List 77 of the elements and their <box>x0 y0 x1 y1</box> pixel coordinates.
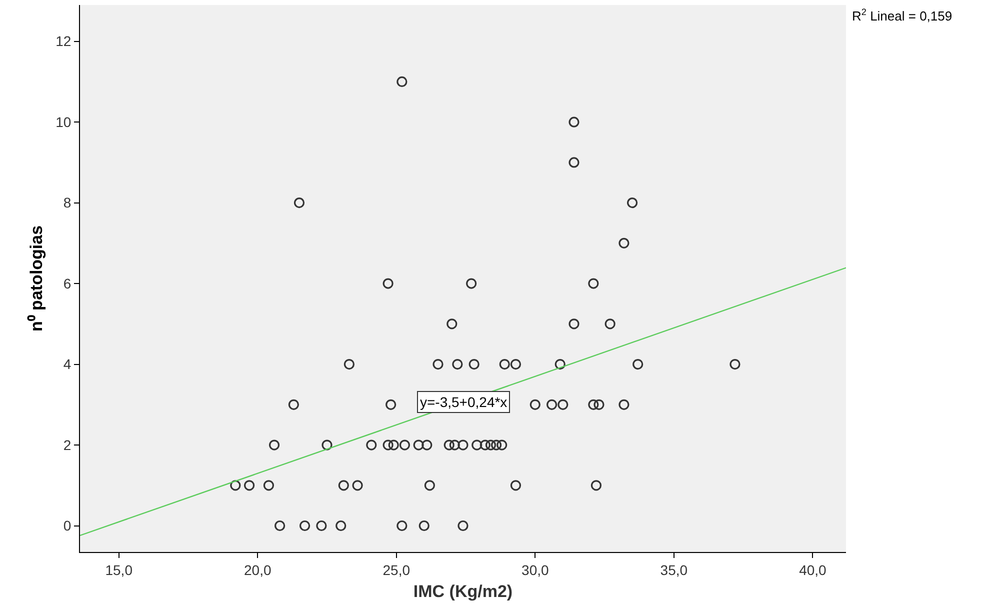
point <box>294 198 305 208</box>
point <box>491 440 502 450</box>
point <box>452 358 463 370</box>
point <box>499 358 510 370</box>
text: R$^{2}$ Lineal = 0,159 <box>852 7 952 24</box>
point <box>322 440 332 450</box>
point <box>268 440 280 450</box>
point <box>568 157 580 168</box>
point <box>466 278 477 289</box>
point <box>627 198 638 208</box>
point <box>382 278 394 289</box>
x-tick-label: 40,0 <box>799 562 827 578</box>
point <box>338 480 349 491</box>
point <box>604 318 616 330</box>
point <box>388 440 399 450</box>
point <box>386 399 396 410</box>
y-tick-label: 8 <box>63 194 72 211</box>
point <box>530 399 540 410</box>
y-tick-label: 4 <box>63 356 72 372</box>
point <box>444 440 454 450</box>
annotation: y=-3,5+0,24*x <box>420 394 508 410</box>
point <box>446 318 458 330</box>
x-tick-label: 35,0 <box>660 562 688 578</box>
y-tick-label: 6 <box>63 275 72 292</box>
point <box>422 440 432 450</box>
point <box>568 116 580 128</box>
point <box>510 358 522 370</box>
point <box>568 318 580 330</box>
y-tick-label: 10 <box>56 114 72 130</box>
point <box>590 480 602 491</box>
point <box>468 358 480 370</box>
point <box>300 520 310 532</box>
point <box>546 399 558 410</box>
point <box>274 520 286 532</box>
point <box>382 440 394 450</box>
point <box>344 358 355 370</box>
point <box>458 440 468 450</box>
point <box>618 238 630 248</box>
point <box>554 358 566 370</box>
x-tick-label: 20,0 <box>244 562 272 578</box>
y-tick-label: 12 <box>56 33 72 50</box>
y-tick-label: 2 <box>63 436 72 453</box>
point <box>396 76 408 87</box>
y-tick-label: 0 <box>63 518 72 534</box>
point <box>424 480 435 491</box>
point <box>230 480 241 491</box>
point <box>396 520 408 532</box>
point <box>418 520 430 532</box>
point <box>413 440 424 450</box>
point <box>449 440 460 450</box>
x-tick-label: 30,0 <box>522 562 549 578</box>
point <box>496 440 508 450</box>
point <box>288 399 299 410</box>
point <box>399 440 410 450</box>
point <box>558 399 568 410</box>
point <box>263 480 274 491</box>
point <box>336 520 346 532</box>
x-tick-label: 25,0 <box>382 562 410 578</box>
point <box>730 358 740 370</box>
point <box>472 440 482 450</box>
point <box>480 440 490 450</box>
point <box>244 480 255 491</box>
point <box>588 399 599 410</box>
x-tick-label: 15,0 <box>105 562 133 578</box>
point <box>366 440 377 450</box>
point <box>432 358 444 370</box>
point <box>588 278 599 289</box>
y-axis-title: n⁰ patologias <box>27 225 46 332</box>
x-axis-title: IMC (Kg/m2) <box>413 582 513 602</box>
point <box>632 358 644 370</box>
point <box>618 399 630 410</box>
point <box>316 520 327 532</box>
point <box>594 399 604 410</box>
point <box>458 520 468 532</box>
point <box>510 480 522 491</box>
point <box>352 480 363 491</box>
point <box>485 440 496 450</box>
